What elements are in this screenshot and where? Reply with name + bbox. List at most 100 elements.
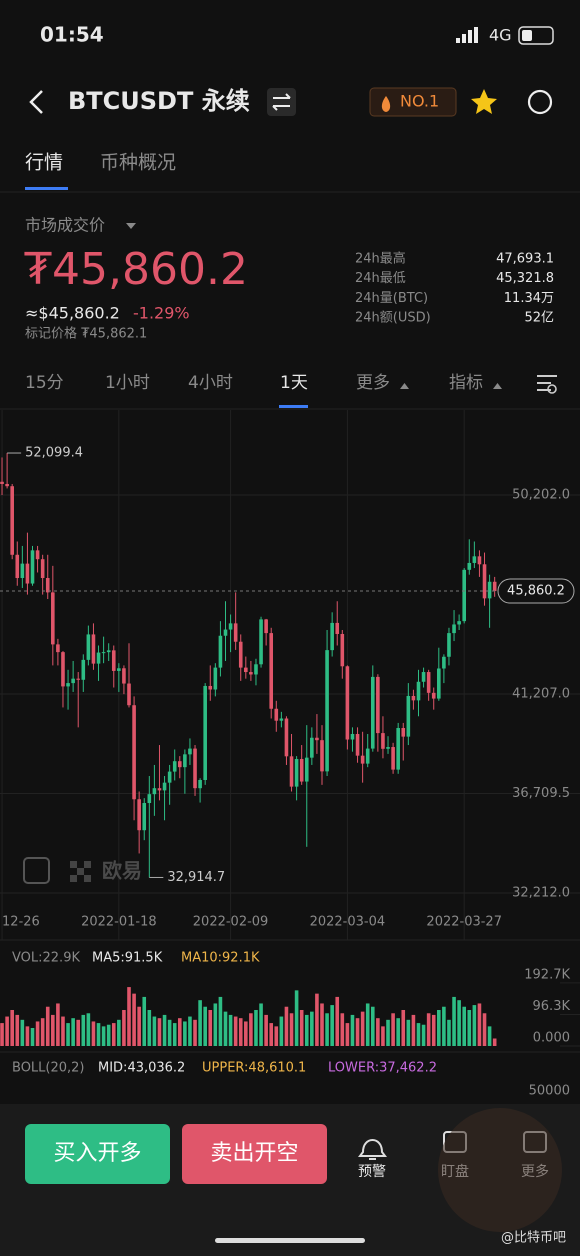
tab[interactable]: 币种概况: [100, 152, 176, 174]
share-button[interactable]: [527, 89, 553, 115]
candle-body: [71, 678, 75, 684]
candle-body: [117, 668, 121, 671]
candle-body: [233, 623, 238, 642]
usd-price: ≈$45,860.2: [25, 304, 120, 323]
volume-bar: [122, 1010, 126, 1046]
watermark-seal: [438, 1108, 562, 1232]
alert-icon[interactable]: [358, 1139, 387, 1160]
indicator-button[interactable]: 指标: [449, 373, 483, 393]
volume-bar: [467, 1010, 472, 1046]
high-label: 52,099.4: [25, 446, 83, 461]
candle-body: [376, 676, 380, 734]
interval[interactable]: 15分: [25, 373, 64, 393]
favorite-star[interactable]: [471, 89, 497, 114]
volume-bar: [376, 1018, 380, 1046]
candle-body: [30, 550, 35, 584]
boll-label: BOLL(20,2): [12, 1061, 85, 1076]
candle-body: [421, 672, 426, 682]
volume-bar: [233, 1016, 238, 1046]
candle-body: [289, 756, 294, 787]
last-price-label: 45,860.2: [507, 584, 565, 599]
stat-value: 52亿: [524, 311, 554, 326]
volume-bar: [310, 1011, 314, 1046]
volume-bar: [274, 1026, 279, 1046]
volume-bar: [15, 1014, 20, 1046]
candle-body: [96, 652, 101, 664]
interval[interactable]: 1小时: [105, 373, 150, 393]
interval[interactable]: 4小时: [188, 373, 233, 393]
candle-body: [492, 581, 497, 592]
last-price: ₮45,860.2: [24, 244, 248, 295]
swap-button[interactable]: [267, 88, 296, 116]
low-label: 32,914.7: [167, 870, 225, 885]
volume-bar: [228, 1014, 233, 1046]
boll-mid: MID:43,036.2: [98, 1061, 185, 1076]
volume-bar: [183, 1021, 187, 1046]
volume-bar: [5, 1016, 9, 1046]
candle-body: [223, 629, 228, 636]
candle-body: [370, 676, 375, 749]
sell-button[interactable]: [182, 1124, 327, 1184]
volume-label: VOL:22.9K: [12, 951, 80, 966]
candle-body: [345, 666, 350, 740]
candle-body: [10, 486, 14, 555]
interval-active[interactable]: 1天: [280, 373, 308, 393]
x-tick-label: 2022-01-18: [81, 915, 157, 930]
volume-bar: [172, 1023, 177, 1046]
candle-body: [284, 718, 289, 757]
tab-underline: [25, 187, 68, 190]
volume-bar: [35, 1021, 40, 1046]
candle-body: [142, 803, 147, 831]
candle-body: [249, 672, 253, 675]
candle-body: [381, 733, 385, 749]
candle-body: [167, 771, 172, 783]
candle-body: [56, 644, 60, 653]
candle-body: [106, 650, 111, 653]
candle-body: [127, 683, 131, 706]
volume-bar: [76, 1019, 81, 1046]
status-time: 01:54: [40, 23, 104, 47]
candle-body: [330, 622, 334, 651]
candle-body: [477, 556, 482, 565]
tab-active[interactable]: 行情: [25, 152, 63, 174]
candle-body: [416, 681, 421, 701]
volume-bar: [340, 1013, 345, 1046]
candle-body: [274, 708, 279, 721]
stat-label: 24h最低: [355, 271, 406, 286]
candle-body: [162, 782, 167, 791]
rank-badge[interactable]: [369, 87, 457, 117]
volume-bar: [223, 1011, 228, 1046]
candle-body: [365, 748, 370, 764]
volume-bar: [157, 1018, 162, 1046]
interval-more[interactable]: 更多: [356, 373, 390, 393]
ma5-label: MA5:91.5K: [92, 951, 163, 966]
volume-bar: [147, 1010, 152, 1046]
candle-body: [426, 672, 431, 693]
stat-label: 24h量(BTC): [355, 291, 428, 306]
mark-price: 标记价格 ₮45,862.1: [25, 326, 147, 342]
volume-bar: [177, 1018, 182, 1046]
volume-bar: [81, 1014, 86, 1046]
dropdown-icon: [126, 223, 136, 229]
volume-bar: [10, 1010, 14, 1046]
alert-text: 预警: [358, 1164, 386, 1180]
candle-body: [340, 633, 345, 667]
buy-button[interactable]: [25, 1124, 170, 1184]
volume-bar: [30, 1028, 35, 1046]
volume-bar: [269, 1023, 274, 1046]
candle-body: [294, 758, 299, 787]
price-label[interactable]: 市场成交价: [25, 216, 105, 235]
candle-body: [335, 622, 340, 634]
volume-bar: [426, 1013, 431, 1046]
candle-body: [111, 650, 116, 671]
volume-bar: [142, 996, 147, 1046]
volume-bar: [264, 1014, 268, 1046]
stat-value: 47,693.1: [496, 252, 554, 267]
volume-bar: [330, 1005, 334, 1046]
more-arrow: [400, 383, 409, 389]
volume-bar: [462, 1006, 467, 1046]
candle-body: [213, 667, 218, 690]
back-button[interactable]: [29, 90, 43, 114]
volume-bar: [452, 996, 456, 1046]
